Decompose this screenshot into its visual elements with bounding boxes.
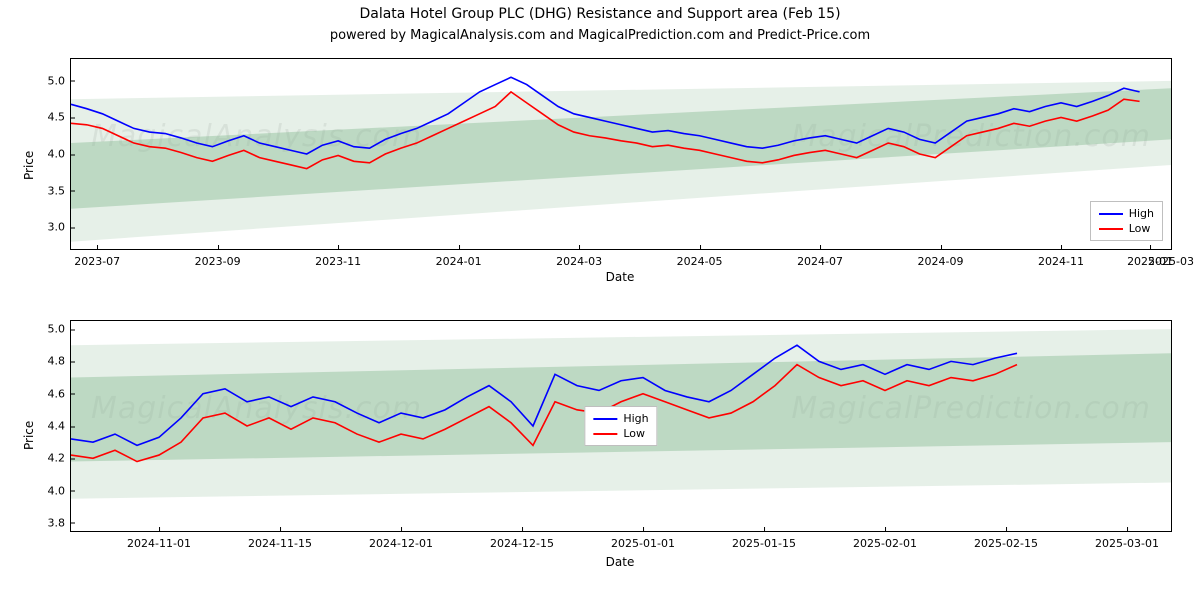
x-tick-label: 2025-03 bbox=[1148, 249, 1194, 268]
bottom-chart-panel: MagicalAnalysis.com MagicalPrediction.co… bbox=[70, 320, 1172, 532]
y-tick-label: 4.6 bbox=[48, 387, 72, 400]
x-tick-label: 2024-11 bbox=[1038, 249, 1084, 268]
x-tick-label: 2024-12-15 bbox=[490, 531, 554, 550]
legend-swatch bbox=[1099, 228, 1123, 230]
x-tick-label: 2024-05 bbox=[677, 249, 723, 268]
x-tick-label: 2025-03-01 bbox=[1095, 531, 1159, 550]
chart-title: Dalata Hotel Group PLC (DHG) Resistance … bbox=[0, 6, 1200, 22]
x-tick-label: 2025-02-01 bbox=[853, 531, 917, 550]
figure: Dalata Hotel Group PLC (DHG) Resistance … bbox=[0, 0, 1200, 600]
y-tick-label: 3.8 bbox=[48, 516, 72, 529]
x-tick-label: 2023-07 bbox=[74, 249, 120, 268]
legend-label: Low bbox=[1129, 222, 1151, 235]
legend-swatch bbox=[593, 433, 617, 435]
x-tick-label: 2024-07 bbox=[797, 249, 843, 268]
chart-subtitle: powered by MagicalAnalysis.com and Magic… bbox=[0, 28, 1200, 43]
legend-item: High bbox=[593, 411, 648, 426]
x-tick-label: 2023-11 bbox=[315, 249, 361, 268]
bottom-legend: High Low bbox=[584, 406, 657, 446]
y-tick-label: 4.4 bbox=[48, 420, 72, 433]
y-tick-label: 4.8 bbox=[48, 355, 72, 368]
top-chart-svg bbox=[71, 59, 1171, 249]
bottom-x-axis-label: Date bbox=[70, 555, 1170, 569]
y-tick-label: 3.0 bbox=[48, 221, 72, 234]
x-tick-label: 2024-01 bbox=[436, 249, 482, 268]
legend-item: Low bbox=[1099, 221, 1154, 236]
legend-swatch bbox=[1099, 213, 1123, 215]
y-tick-label: 5.0 bbox=[48, 74, 72, 87]
top-chart-panel: MagicalAnalysis.com MagicalPrediction.co… bbox=[70, 58, 1172, 250]
y-tick-label: 4.2 bbox=[48, 452, 72, 465]
x-tick-label: 2025-01-01 bbox=[611, 531, 675, 550]
legend-item: High bbox=[1099, 206, 1154, 221]
x-tick-label: 2025-02-15 bbox=[974, 531, 1038, 550]
legend-item: Low bbox=[593, 426, 648, 441]
top-y-axis-label: Price bbox=[22, 151, 36, 180]
y-tick-label: 4.5 bbox=[48, 111, 72, 124]
y-tick-label: 3.5 bbox=[48, 184, 72, 197]
x-tick-label: 2023-09 bbox=[195, 249, 241, 268]
top-legend: High Low bbox=[1090, 201, 1163, 241]
x-tick-label: 2024-12-01 bbox=[369, 531, 433, 550]
x-tick-label: 2025-01-15 bbox=[732, 531, 796, 550]
top-x-axis-label: Date bbox=[70, 270, 1170, 284]
legend-label: High bbox=[623, 412, 648, 425]
x-tick-label: 2024-09 bbox=[918, 249, 964, 268]
x-tick-label: 2024-11-15 bbox=[248, 531, 312, 550]
x-tick-label: 2024-03 bbox=[556, 249, 602, 268]
x-tick-label: 2024-11-01 bbox=[127, 531, 191, 550]
y-tick-label: 4.0 bbox=[48, 148, 72, 161]
legend-label: Low bbox=[623, 427, 645, 440]
y-tick-label: 4.0 bbox=[48, 484, 72, 497]
legend-label: High bbox=[1129, 207, 1154, 220]
bottom-y-axis-label: Price bbox=[22, 421, 36, 450]
y-tick-label: 5.0 bbox=[48, 323, 72, 336]
legend-swatch bbox=[593, 418, 617, 420]
